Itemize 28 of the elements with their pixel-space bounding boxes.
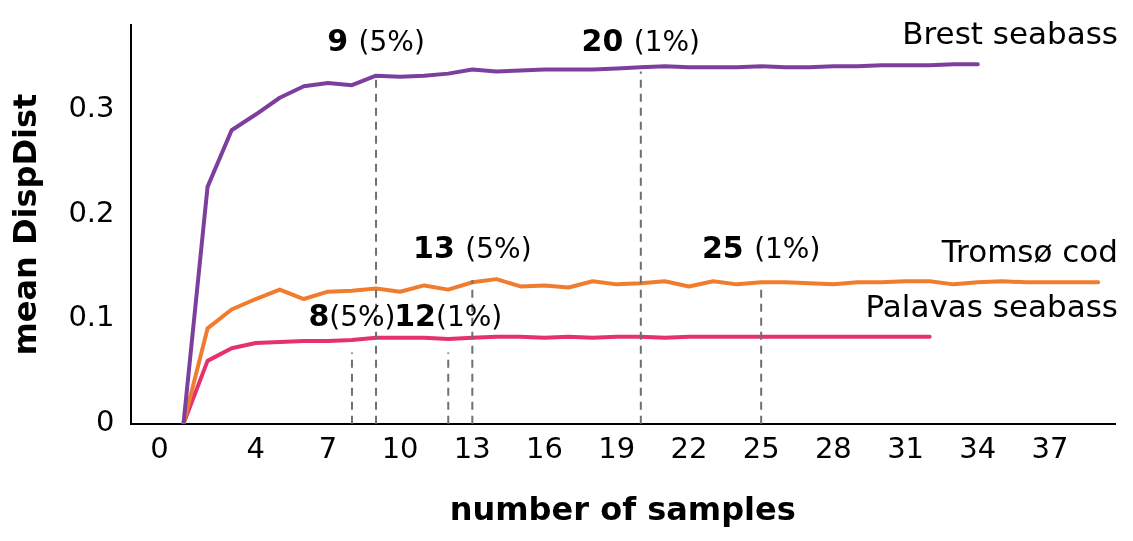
y-tick-label: 0	[96, 404, 115, 439]
ref-line-label: 20 (1%)	[581, 22, 701, 58]
x-tick-label: 16	[526, 430, 563, 465]
ref-line-label: 9 (5%)	[327, 22, 425, 58]
x-axis-title: number of samples	[449, 490, 796, 529]
x-tick-label: 34	[959, 430, 997, 465]
y-tick-label: 0.2	[68, 194, 115, 229]
ref-line-label: 25 (1%)	[701, 230, 821, 266]
series-label: Palavas seabass	[865, 287, 1118, 324]
x-tick-label: 19	[598, 430, 636, 465]
series-label: Tromsø cod	[940, 233, 1118, 270]
x-tick-label: 22	[670, 430, 708, 465]
y-tick-label: 0.3	[68, 89, 115, 124]
y-tick-label: 0.1	[68, 299, 115, 334]
x-tick-label: 13	[453, 430, 491, 465]
x-tick-label: 25	[742, 430, 780, 465]
x-tick-label: 7	[318, 430, 338, 465]
x-tick-label: 0	[150, 430, 169, 465]
x-tick-label: 28	[814, 430, 852, 465]
ref-line-label: 13 (5%)	[413, 230, 532, 266]
x-tick-label: 31	[887, 430, 925, 465]
x-tick-label: 4	[246, 430, 265, 465]
x-tick-label: 37	[1031, 430, 1069, 465]
y-axis-title: mean DispDist	[5, 93, 44, 356]
x-tick-label: 10	[381, 430, 419, 465]
ref-line-label: 12(1%)	[394, 298, 503, 334]
ref-line-label: 8(5%)	[308, 298, 396, 334]
series-label: Brest seabass	[902, 15, 1118, 52]
